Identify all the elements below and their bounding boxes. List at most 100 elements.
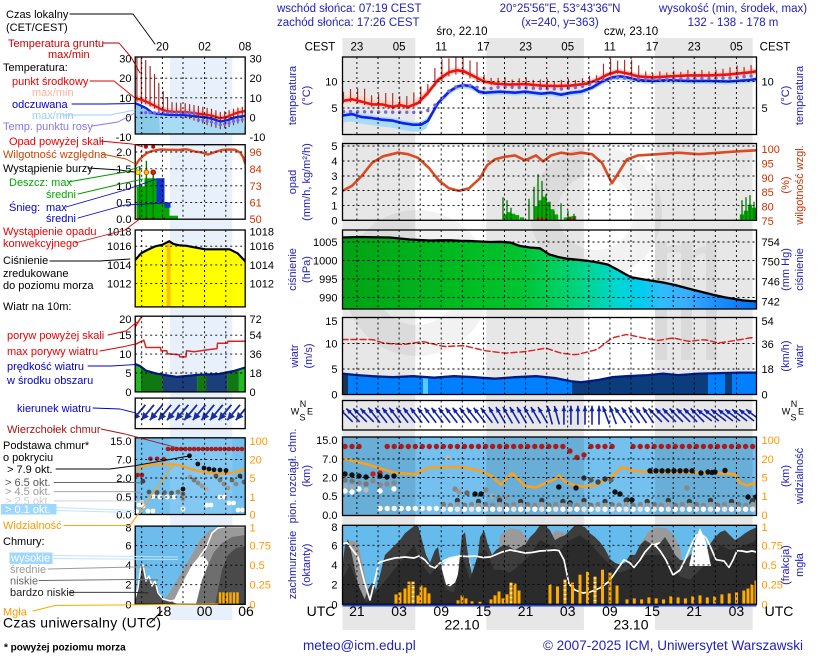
svg-text:132 - 138 - 178 m: 132 - 138 - 178 m bbox=[688, 17, 779, 29]
svg-text:990: 990 bbox=[319, 293, 337, 305]
svg-text:08: 08 bbox=[239, 42, 252, 54]
svg-text:0: 0 bbox=[331, 390, 337, 402]
svg-text:75: 75 bbox=[762, 216, 774, 228]
svg-text:21: 21 bbox=[349, 603, 365, 619]
svg-text:0: 0 bbox=[331, 215, 337, 227]
svg-text:23.10: 23.10 bbox=[613, 617, 648, 633]
svg-text:0.0: 0.0 bbox=[116, 214, 131, 226]
svg-text:S: S bbox=[790, 413, 796, 423]
svg-text:> 6.5 okt.: > 6.5 okt. bbox=[5, 477, 51, 489]
svg-text:(m/s): (m/s) bbox=[303, 343, 315, 368]
svg-text:05: 05 bbox=[561, 42, 574, 54]
svg-text:2.0: 2.0 bbox=[116, 473, 131, 485]
svg-text:Widzialność: Widzialność bbox=[3, 520, 62, 532]
svg-text:(mm Hg): (mm Hg) bbox=[780, 248, 792, 291]
svg-text:1: 1 bbox=[250, 492, 256, 504]
svg-text:0: 0 bbox=[331, 599, 337, 611]
svg-text:09: 09 bbox=[602, 603, 618, 619]
svg-text:UTC: UTC bbox=[765, 603, 794, 619]
svg-text:2: 2 bbox=[331, 186, 337, 198]
svg-text:23: 23 bbox=[351, 42, 364, 54]
svg-text:> 7.9 okt.: > 7.9 okt. bbox=[7, 464, 53, 476]
svg-text:21: 21 bbox=[686, 603, 702, 619]
svg-text:84: 84 bbox=[250, 164, 262, 176]
svg-text:4: 4 bbox=[125, 560, 131, 572]
svg-text:UTC: UTC bbox=[307, 603, 336, 619]
svg-text:odczuwana: odczuwana bbox=[12, 99, 69, 111]
svg-text:Temperatura:: Temperatura: bbox=[3, 62, 68, 74]
svg-text:61: 61 bbox=[250, 198, 262, 210]
svg-text:0.5: 0.5 bbox=[116, 198, 131, 210]
svg-text:1014: 1014 bbox=[250, 260, 274, 272]
svg-text:Wiatr na 10m:: Wiatr na 10m: bbox=[3, 301, 71, 313]
svg-text:1005: 1005 bbox=[313, 237, 337, 249]
svg-text:w środku obszaru: w środku obszaru bbox=[6, 375, 93, 387]
svg-text:0.75: 0.75 bbox=[762, 540, 783, 552]
svg-text:18: 18 bbox=[762, 364, 774, 376]
svg-text:średni: średni bbox=[46, 189, 76, 201]
svg-text:max/min: max/min bbox=[48, 49, 90, 61]
svg-text:1000: 1000 bbox=[313, 256, 337, 268]
svg-text:Chmury:: Chmury: bbox=[3, 536, 45, 548]
svg-text:23: 23 bbox=[688, 42, 701, 54]
svg-text:1: 1 bbox=[250, 523, 256, 535]
svg-text:0.0: 0.0 bbox=[322, 510, 337, 522]
svg-text:20: 20 bbox=[119, 314, 131, 326]
svg-text:15: 15 bbox=[119, 330, 131, 342]
svg-text:7.0: 7.0 bbox=[116, 455, 131, 467]
svg-text:N: N bbox=[300, 399, 307, 409]
svg-text:widzialność: widzialność bbox=[794, 447, 806, 505]
svg-text:Wystąpienie burzy: Wystąpienie burzy bbox=[3, 163, 93, 175]
svg-text:ciśnienie: ciśnienie bbox=[794, 248, 806, 291]
svg-text:10: 10 bbox=[762, 77, 774, 89]
svg-text:73: 73 bbox=[250, 181, 262, 193]
svg-text:02: 02 bbox=[198, 42, 211, 54]
svg-text:CEST: CEST bbox=[305, 42, 336, 54]
svg-text:Ciśnienie: Ciśnienie bbox=[3, 255, 48, 267]
svg-text:17: 17 bbox=[477, 42, 490, 54]
svg-text:Temp. punktu rosy: Temp. punktu rosy bbox=[3, 121, 93, 133]
svg-text:0.0: 0.0 bbox=[116, 510, 131, 522]
svg-text:średnie: średnie bbox=[10, 564, 46, 576]
svg-text:05: 05 bbox=[393, 42, 406, 54]
svg-text:746: 746 bbox=[762, 277, 780, 289]
svg-text:10: 10 bbox=[250, 93, 262, 105]
svg-text:max/min: max/min bbox=[32, 110, 74, 122]
svg-text:1016: 1016 bbox=[107, 241, 131, 253]
svg-text:0: 0 bbox=[762, 390, 768, 402]
svg-text:03: 03 bbox=[729, 603, 745, 619]
svg-text:max/min: max/min bbox=[32, 87, 74, 99]
svg-text:754: 754 bbox=[762, 237, 780, 249]
svg-text:Wystąpienie opadu: Wystąpienie opadu bbox=[3, 226, 96, 238]
svg-text:do poziomu morza: do poziomu morza bbox=[3, 280, 94, 292]
svg-text:20: 20 bbox=[119, 73, 131, 85]
svg-text:o pokryciu: o pokryciu bbox=[3, 452, 53, 464]
svg-text:90: 90 bbox=[762, 173, 774, 185]
svg-text:5: 5 bbox=[331, 364, 337, 376]
svg-text:995: 995 bbox=[319, 274, 337, 286]
svg-text:2.0: 2.0 bbox=[116, 147, 131, 159]
svg-text:(km): (km) bbox=[780, 465, 792, 487]
svg-text:0.25: 0.25 bbox=[250, 580, 271, 592]
svg-text:(km): (km) bbox=[301, 465, 313, 487]
svg-text:54: 54 bbox=[250, 330, 262, 342]
svg-text:Wilgotność względna: Wilgotność względna bbox=[3, 149, 107, 161]
svg-text:00: 00 bbox=[197, 603, 213, 619]
svg-text:15: 15 bbox=[644, 603, 660, 619]
svg-text:0: 0 bbox=[250, 599, 256, 611]
svg-text:Śnieg:: Śnieg: bbox=[9, 201, 40, 214]
svg-text:06: 06 bbox=[238, 603, 254, 619]
svg-text:(frakcja): (frakcja) bbox=[780, 545, 792, 585]
svg-text:5: 5 bbox=[250, 473, 256, 485]
svg-text:03: 03 bbox=[560, 603, 576, 619]
svg-text:Wierzchołek chmur: Wierzchołek chmur bbox=[7, 424, 101, 436]
svg-text:Czas uniwersalny (UTC): Czas uniwersalny (UTC) bbox=[3, 615, 161, 631]
svg-text:18: 18 bbox=[156, 603, 172, 619]
svg-text:100: 100 bbox=[250, 436, 268, 448]
svg-text:N: N bbox=[791, 399, 798, 409]
svg-text:5: 5 bbox=[331, 103, 337, 115]
svg-text:0: 0 bbox=[125, 387, 131, 399]
svg-text:S: S bbox=[299, 413, 305, 423]
svg-text:05: 05 bbox=[730, 42, 743, 54]
svg-text:750: 750 bbox=[762, 257, 780, 269]
